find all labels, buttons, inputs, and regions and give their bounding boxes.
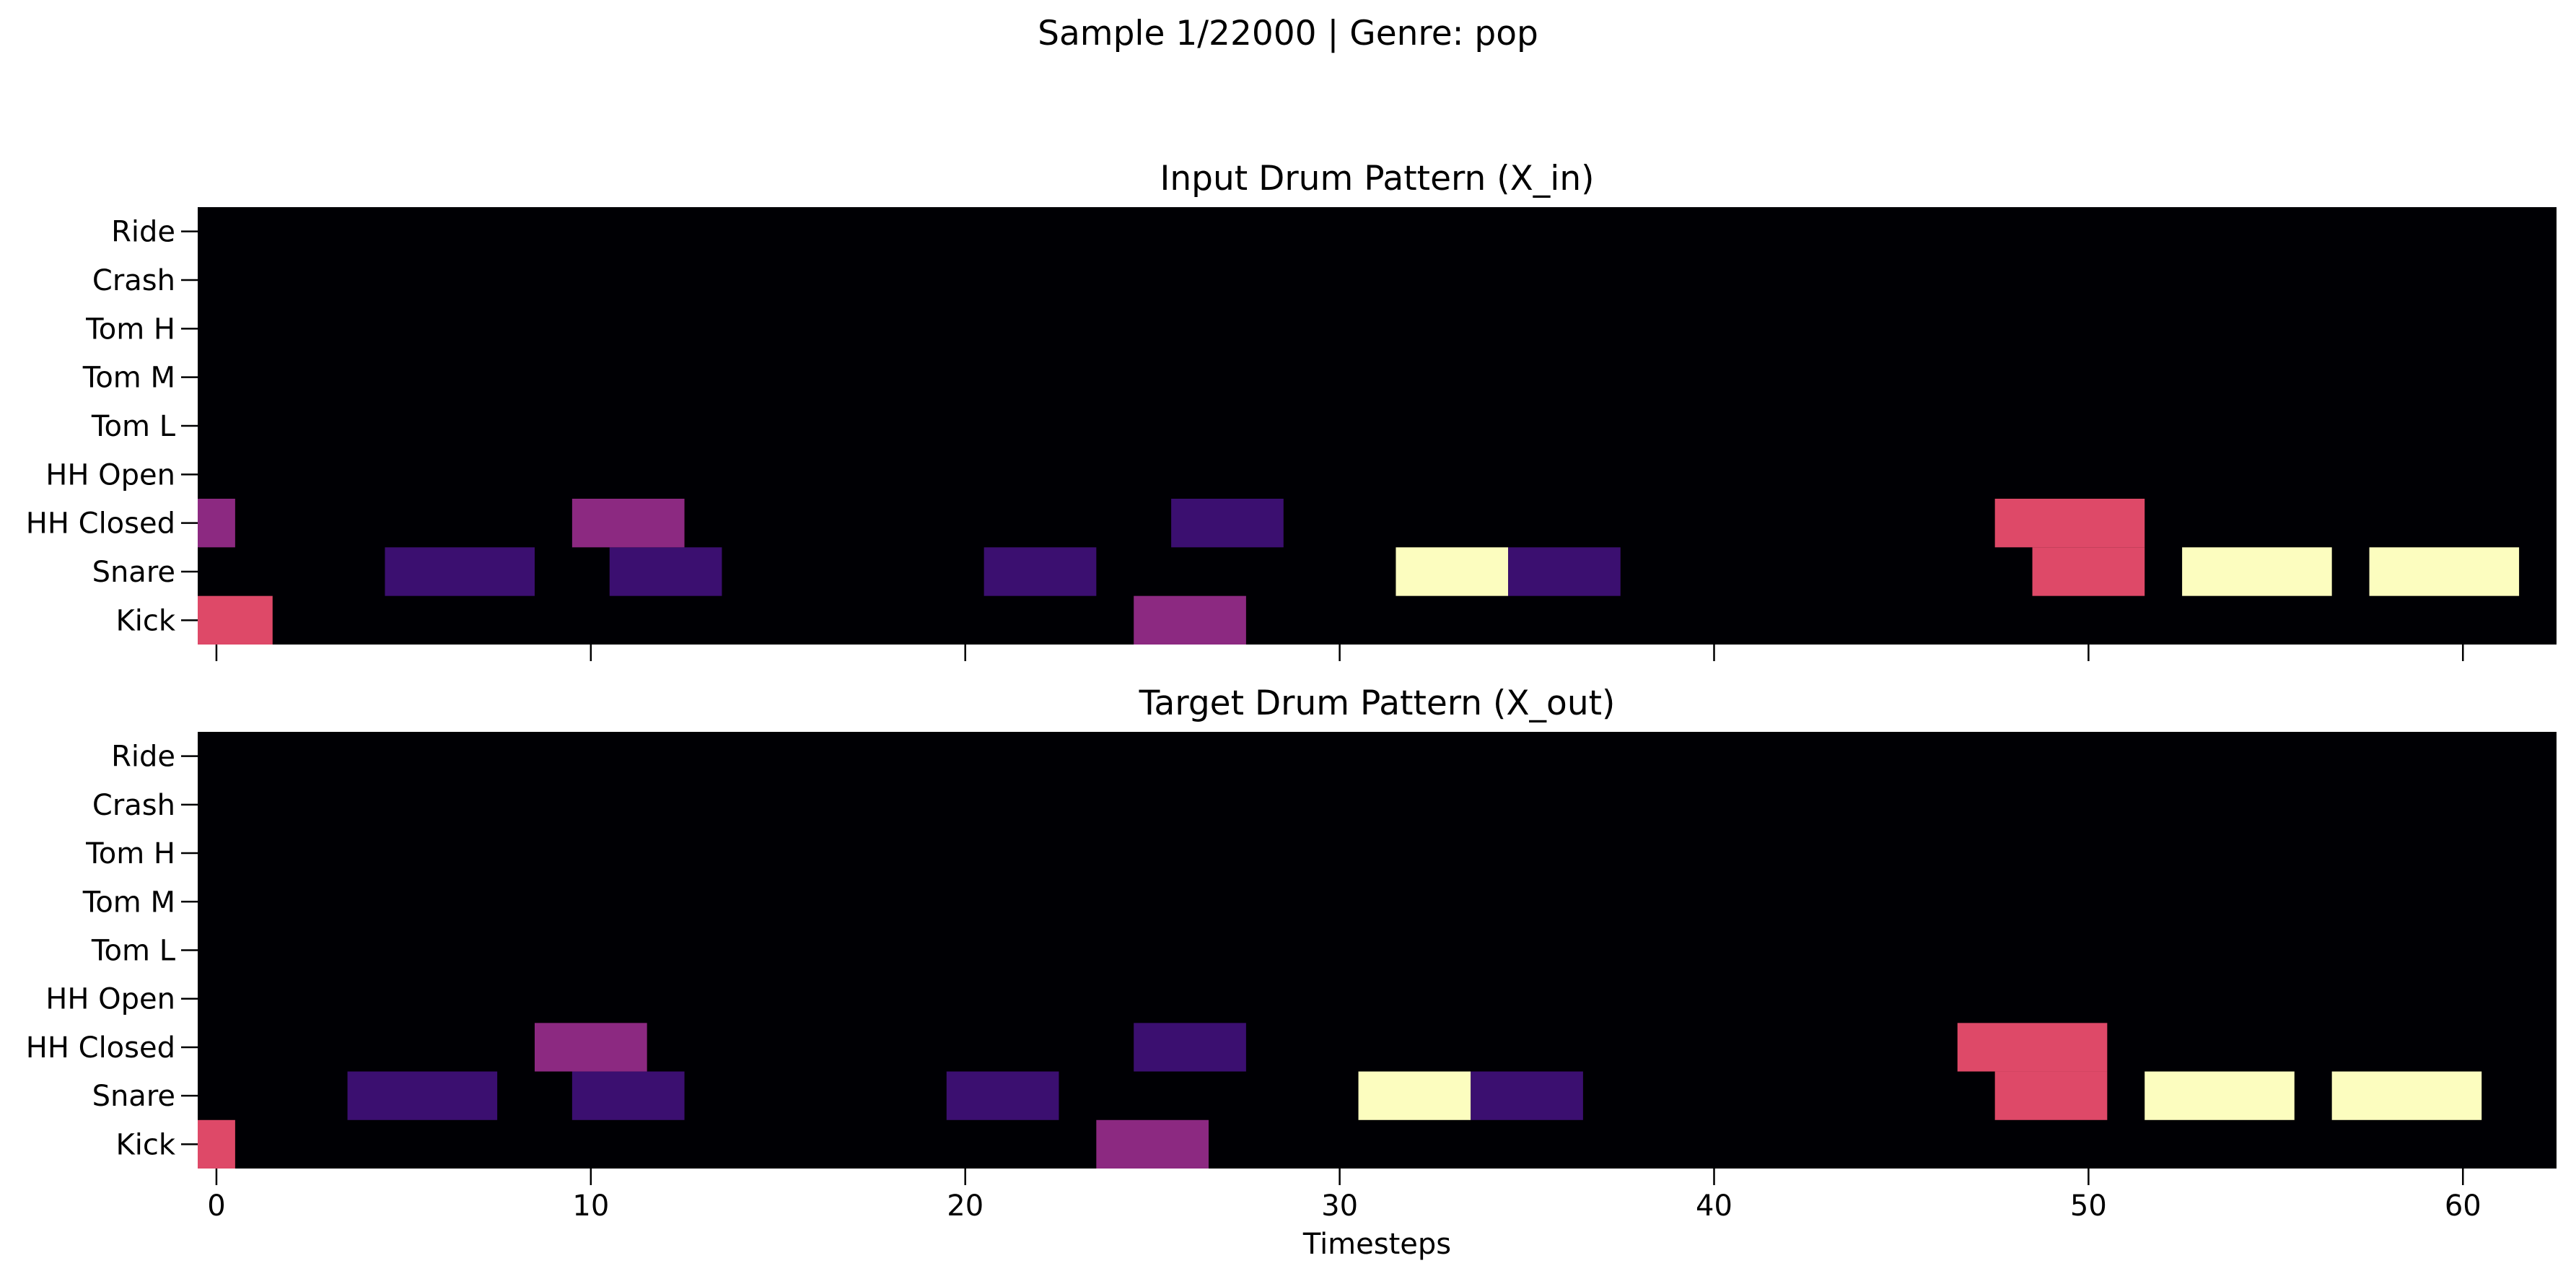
y-tick-label: Ride bbox=[111, 216, 175, 249]
heatmap-cell bbox=[2369, 547, 2520, 596]
heatmap-cell bbox=[1134, 595, 1246, 645]
heatmap-cell bbox=[2032, 547, 2145, 596]
heatmap-cell bbox=[347, 1071, 498, 1120]
y-tick-label: HH Closed bbox=[26, 507, 175, 541]
heatmap-cell bbox=[1471, 1071, 1583, 1120]
heatmap-cell bbox=[1396, 547, 1509, 596]
y-tick-label: Tom H bbox=[85, 837, 175, 870]
y-tick-label: Ride bbox=[111, 741, 175, 774]
y-tick-label: Snare bbox=[92, 556, 175, 589]
panel-title: Input Drum Pattern (X_in) bbox=[1160, 159, 1595, 198]
y-tick-label: HH Open bbox=[45, 458, 175, 492]
x-tick-label: 50 bbox=[2070, 1189, 2107, 1223]
heatmap-cell bbox=[198, 595, 273, 645]
figure-title: Sample 1/22000 | Genre: pop bbox=[1038, 14, 1538, 53]
heatmap-cell bbox=[2182, 547, 2332, 596]
heatmap-cell bbox=[1994, 499, 2145, 548]
heatmap-background bbox=[198, 207, 2557, 645]
x-tick-label: 60 bbox=[2445, 1189, 2481, 1223]
y-tick-label: Snare bbox=[92, 1080, 175, 1113]
heatmap-cell bbox=[983, 547, 1097, 596]
y-tick-label: HH Closed bbox=[26, 1031, 175, 1065]
y-tick-label: Crash bbox=[92, 789, 175, 822]
panel-1: Input Drum Pattern (X_in) Kick Snare HH Clo… bbox=[26, 159, 2557, 661]
heatmap-cell bbox=[571, 1071, 685, 1120]
heatmap-cell bbox=[946, 1071, 1059, 1120]
heatmap-cell bbox=[2331, 1071, 2482, 1120]
heatmap-cell bbox=[1096, 1119, 1209, 1169]
heatmap-cell bbox=[1171, 499, 1284, 548]
y-tick-label: Tom L bbox=[91, 410, 176, 443]
y-tick-label: Tom H bbox=[85, 313, 175, 346]
panel-title: Target Drum Pattern (X_out) bbox=[1139, 684, 1616, 723]
heatmap-cell bbox=[609, 547, 722, 596]
heatmap-cell bbox=[198, 499, 235, 548]
heatmap-cell bbox=[535, 1023, 647, 1072]
heatmap-cell bbox=[1134, 1023, 1246, 1072]
y-tick-label: Tom M bbox=[82, 886, 175, 919]
y-tick-label: Tom L bbox=[91, 935, 176, 968]
heatmap-cell bbox=[1358, 1071, 1471, 1120]
panels: Input Drum Pattern (X_in) Kick Snare HH Clo… bbox=[26, 159, 2557, 1261]
y-tick-label: HH Open bbox=[45, 983, 175, 1016]
heatmap-cell bbox=[385, 547, 535, 596]
x-axis-label: Timesteps bbox=[1302, 1228, 1451, 1261]
x-tick-label: 0 bbox=[207, 1189, 225, 1223]
heatmap-cell bbox=[1994, 1071, 2108, 1120]
panel-2: Target Drum Pattern (X_out) Kick Snare HH C… bbox=[26, 684, 2557, 1261]
y-tick-label: Kick bbox=[116, 604, 176, 637]
heatmap-cell bbox=[198, 1119, 235, 1169]
x-tick-label: 40 bbox=[1696, 1189, 1732, 1223]
heatmap-cell bbox=[1957, 1023, 2108, 1072]
y-tick-label: Crash bbox=[92, 264, 175, 297]
x-tick-label: 10 bbox=[572, 1189, 609, 1223]
x-tick-label: 30 bbox=[1321, 1189, 1358, 1223]
heatmap-cell bbox=[2145, 1071, 2295, 1120]
heatmap-cell bbox=[1508, 547, 1621, 596]
heatmap-cell bbox=[571, 499, 685, 548]
x-tick-label: 20 bbox=[947, 1189, 983, 1223]
y-tick-label: Kick bbox=[116, 1128, 176, 1161]
y-tick-label: Tom M bbox=[82, 362, 175, 395]
